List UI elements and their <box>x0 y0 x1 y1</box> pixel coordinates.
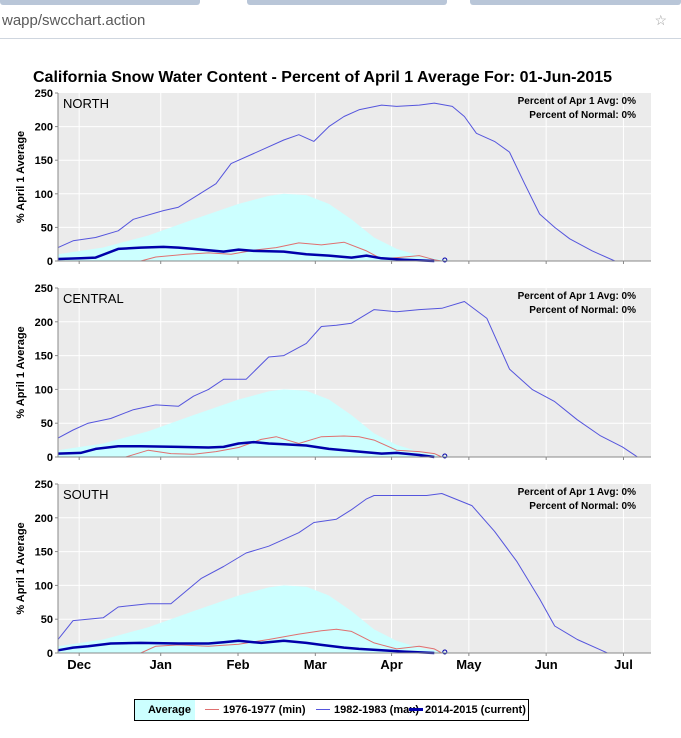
y-tick-label: 200 <box>35 122 53 134</box>
y-tick-label: 100 <box>35 384 53 396</box>
y-tick-label: 250 <box>35 479 53 491</box>
region-label: NORTH <box>63 96 109 111</box>
y-axis-label: % April 1 Average <box>15 522 27 614</box>
y-axis-label: % April 1 Average <box>15 326 27 418</box>
series-min-line <box>140 241 442 262</box>
y-tick-label: 150 <box>35 547 53 559</box>
stat-text: Percent of Apr 1 Avg: 0% <box>518 291 636 302</box>
y-tick-label: 0 <box>47 256 53 268</box>
y-axis-label: % April 1 Average <box>15 131 27 223</box>
series-min-line <box>125 435 443 458</box>
y-tick-label: 50 <box>41 614 53 626</box>
browser-address-bar: wapp/swcchart.action ☆ <box>0 0 681 39</box>
x-tick-label: Feb <box>226 657 249 672</box>
legend-swatch-min <box>205 709 219 710</box>
series-average-area <box>58 389 457 457</box>
series-average-area <box>58 585 457 653</box>
region-label: CENTRAL <box>63 291 124 306</box>
series-current-line <box>57 440 435 459</box>
y-tick-label: 150 <box>35 351 53 363</box>
legend-label-max: 1982-1983 (max) <box>334 704 420 716</box>
y-tick-label: 200 <box>35 317 53 329</box>
stat-text: Percent of Apr 1 Avg: 0% <box>518 487 636 498</box>
chart-panel-central: 0 50 100 150 200 250 % April 1 Average CENTRAL P… <box>15 283 651 464</box>
x-tick-label: Dec <box>67 657 91 672</box>
y-tick-label: 200 <box>35 513 53 525</box>
x-tick-label: Jun <box>535 657 558 672</box>
y-tick-label: 250 <box>35 88 53 100</box>
stat-text: Percent of Normal: 0% <box>529 305 636 316</box>
legend-swatch-average <box>135 700 195 720</box>
legend-swatch-current <box>409 708 423 711</box>
y-tick-label: 150 <box>35 155 53 167</box>
series-max-line <box>57 102 616 262</box>
browser-tab-strip <box>0 0 681 5</box>
x-tick-label: Jul <box>614 657 633 672</box>
series-current-line <box>57 245 435 263</box>
y-tick-label: 100 <box>35 189 53 201</box>
y-tick-label: 0 <box>47 648 53 660</box>
legend-label-min: 1976-1977 (min) <box>223 704 306 716</box>
browser-tab[interactable] <box>247 0 447 5</box>
x-tick-label: Apr <box>380 657 402 672</box>
series-current-line <box>57 639 435 655</box>
series-min-line <box>140 628 443 654</box>
legend-label-current: 2014-2015 (current) <box>425 704 526 716</box>
series-max-line <box>57 493 608 654</box>
chart-legend: Average 1976-1977 (min) 1982-1983 (max) … <box>134 699 529 721</box>
current-end-marker <box>442 257 448 263</box>
stat-text: Percent of Normal: 0% <box>529 501 636 512</box>
y-tick-label: 100 <box>35 580 53 592</box>
browser-tab[interactable] <box>470 0 681 5</box>
star-icon[interactable]: ☆ <box>654 12 667 28</box>
series-average-area <box>58 193 457 261</box>
x-tick-label: Jan <box>150 657 172 672</box>
y-tick-label: 0 <box>47 452 53 464</box>
stat-text: Percent of Apr 1 Avg: 0% <box>518 96 636 107</box>
current-end-marker <box>442 453 448 459</box>
legend-swatch-max <box>316 709 330 710</box>
y-tick-label: 50 <box>41 222 53 234</box>
url-field[interactable]: wapp/swcchart.action <box>2 12 146 29</box>
chart-panel-south: 0 50 100 150 200 250 % April 1 Average SOUTH Per… <box>15 479 651 672</box>
y-tick-label: 250 <box>35 283 53 295</box>
chart-panel-north: 0 50 100 150 200 250 % April 1 Average NORTH Per… <box>15 88 651 268</box>
current-end-marker <box>442 649 448 655</box>
chart-title-text: California Snow Water Content - Percent … <box>33 69 613 86</box>
x-tick-label: Mar <box>304 657 327 672</box>
stat-text: Percent of Normal: 0% <box>529 110 636 121</box>
browser-tab[interactable] <box>0 0 200 5</box>
legend-label-average: Average <box>148 704 192 716</box>
region-label: SOUTH <box>63 487 109 502</box>
series-max-line <box>57 301 638 458</box>
x-tick-label: May <box>456 657 482 672</box>
y-tick-label: 50 <box>41 418 53 430</box>
